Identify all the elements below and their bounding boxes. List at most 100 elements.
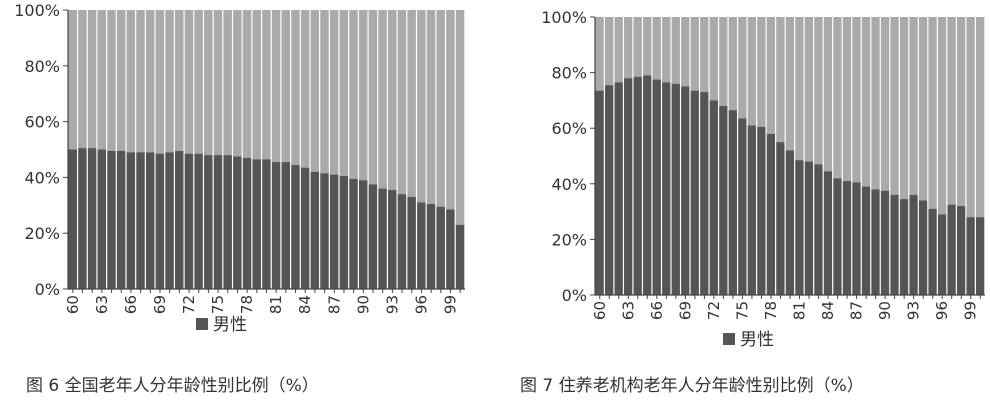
bar-male <box>671 83 680 295</box>
bar-male <box>175 150 184 289</box>
bar-male <box>213 155 223 289</box>
bar-male <box>116 150 126 289</box>
bar-male <box>880 190 890 295</box>
bar-remainder <box>871 17 880 190</box>
x-tick-label: 78 <box>762 301 780 320</box>
bar-remainder <box>223 10 232 156</box>
x-tick-label: 96 <box>933 301 951 320</box>
bar-remainder <box>747 17 757 126</box>
x-tick-label: 60 <box>591 301 609 320</box>
legend-label-male: 男性 <box>740 330 774 350</box>
x-tick-label: 87 <box>848 301 866 320</box>
bar-male <box>194 153 203 289</box>
bar-remainder <box>890 17 899 195</box>
x-tick-label: 84 <box>819 301 837 320</box>
bar-male <box>271 162 281 289</box>
x-tick-label: 90 <box>876 301 894 320</box>
bar-male <box>662 82 671 295</box>
y-tick-label: 0% <box>35 280 60 299</box>
bar-male <box>842 181 852 295</box>
bar-male <box>204 155 213 289</box>
bar-male <box>823 171 833 295</box>
bar-remainder <box>899 17 909 200</box>
bar-remainder <box>595 17 604 91</box>
bar-remainder <box>136 10 145 153</box>
y-tick-label: 0% <box>562 286 587 305</box>
bar-male <box>709 100 718 296</box>
bar-remainder <box>446 10 455 210</box>
bar-remainder <box>918 17 928 201</box>
caption-national: 图 6 全国老年人分年龄性别比例（%） <box>26 376 319 396</box>
bar-male <box>795 160 804 295</box>
bar-male <box>388 189 397 289</box>
bar-remainder <box>966 17 975 218</box>
bar-male <box>814 164 823 295</box>
x-tick-label: 90 <box>354 295 372 314</box>
bar-male <box>107 150 116 289</box>
bar-remainder <box>213 10 223 156</box>
y-tick-label: 60% <box>551 119 587 138</box>
bar-remainder <box>252 10 261 160</box>
x-tick-label: 63 <box>619 301 637 320</box>
bar-remainder <box>852 17 861 183</box>
bar-remainder <box>757 17 766 127</box>
bar-remainder <box>320 10 329 174</box>
bar-remainder <box>397 10 407 195</box>
x-tick-label: 78 <box>238 295 256 314</box>
bar-remainder <box>947 17 956 205</box>
bar-male <box>624 78 633 295</box>
bar-remainder <box>909 17 918 195</box>
x-tick-label: 93 <box>383 295 401 314</box>
x-tick-label: 75 <box>209 295 227 314</box>
bar-remainder <box>145 10 155 153</box>
bar-male <box>918 200 928 295</box>
x-tick-label: 72 <box>705 301 723 320</box>
bar-male <box>436 206 445 289</box>
bar-male <box>947 204 956 295</box>
x-tick-label: 69 <box>151 295 169 314</box>
bar-male <box>852 182 861 295</box>
x-tick-label: 87 <box>325 295 343 314</box>
bar-remainder <box>455 10 465 225</box>
bar-remainder <box>823 17 833 172</box>
y-tick-label: 40% <box>551 175 587 194</box>
legend-label-male: 男性 <box>213 315 247 335</box>
bar-male <box>223 155 232 289</box>
x-tick-label: 99 <box>441 295 459 314</box>
bar-male <box>605 85 614 295</box>
bar-remainder <box>776 17 785 143</box>
bar-male <box>242 157 252 289</box>
y-tick-label: 60% <box>24 113 60 132</box>
bar-male <box>700 92 709 295</box>
bar-remainder <box>937 17 947 215</box>
bar-remainder <box>766 17 776 134</box>
bar-remainder <box>956 17 966 207</box>
bar-remainder <box>339 10 349 177</box>
bar-remainder <box>126 10 136 153</box>
y-tick-label: 20% <box>551 230 587 249</box>
bar-remainder <box>97 10 107 150</box>
bar-male <box>136 152 145 289</box>
bar-remainder <box>833 17 842 179</box>
bar-male <box>871 189 880 295</box>
bar-remainder <box>194 10 203 154</box>
bar-male <box>426 203 436 289</box>
bar-male <box>233 156 242 289</box>
x-tick-label: 63 <box>93 295 111 314</box>
bar-remainder <box>291 10 300 165</box>
bar-male <box>833 178 842 295</box>
bar-male <box>785 150 795 295</box>
bar-male <box>643 75 652 295</box>
bar-male <box>97 149 107 289</box>
bar-male <box>681 86 690 295</box>
x-tick-label: 69 <box>676 301 694 320</box>
bar-male <box>975 217 985 295</box>
bar-remainder <box>378 10 387 189</box>
bar-male <box>78 148 87 289</box>
y-tick-label: 20% <box>24 224 60 243</box>
bar-male <box>595 90 604 295</box>
chart-institution-gender-ratio: 0% 20% 40% 60% 80% 100% 60 63 66 69 72 75 78 81 84 87 90… <box>541 8 985 350</box>
bar-male <box>349 178 358 289</box>
bar-remainder <box>643 17 652 76</box>
y-tick-label: 100% <box>14 1 60 20</box>
